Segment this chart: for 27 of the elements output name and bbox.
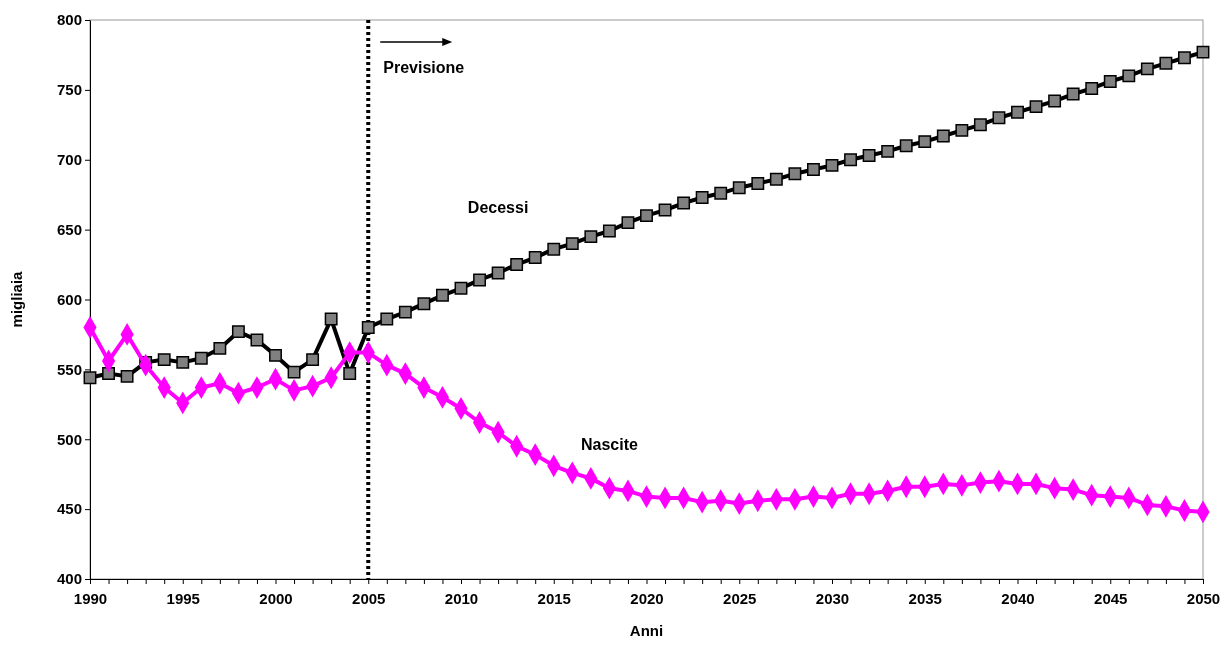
y-axis-title: migliaia	[8, 270, 25, 328]
x-tick-label: 2040	[1001, 589, 1035, 607]
y-tick-label: 700	[56, 151, 82, 169]
x-tick-label: 2010	[444, 589, 479, 607]
y-tick-label: 400	[56, 570, 82, 588]
x-tick-label: 2045	[1094, 589, 1128, 607]
x-tick-label: 1990	[73, 589, 108, 607]
x-tick-label: 2015	[537, 589, 571, 607]
x-tick-label: 2000	[259, 589, 293, 607]
y-tick-label: 500	[56, 430, 82, 448]
x-axis-title: Anni	[629, 622, 664, 639]
x-tick-label: 2020	[630, 589, 664, 607]
text: Decessi	[467, 198, 529, 216]
y-tick-label: 600	[56, 290, 82, 308]
y-tick-label: 450	[56, 500, 82, 518]
y-tick-label: 650	[56, 220, 82, 238]
x-tick-label: 2025	[723, 589, 757, 607]
y-tick-label: 750	[56, 81, 82, 99]
y-tick-label: 800	[56, 11, 82, 29]
y-tick-label: 550	[56, 360, 82, 378]
series-label: Nascite	[580, 436, 638, 454]
ref-line-label: Previsione	[383, 59, 465, 76]
x-tick-label: 1995	[166, 589, 200, 607]
x-tick-label: 2030	[815, 589, 850, 607]
x-tick-label: 2035	[908, 589, 942, 607]
x-tick-label: 2050	[1186, 589, 1221, 607]
x-tick-label: 2005	[352, 589, 386, 607]
